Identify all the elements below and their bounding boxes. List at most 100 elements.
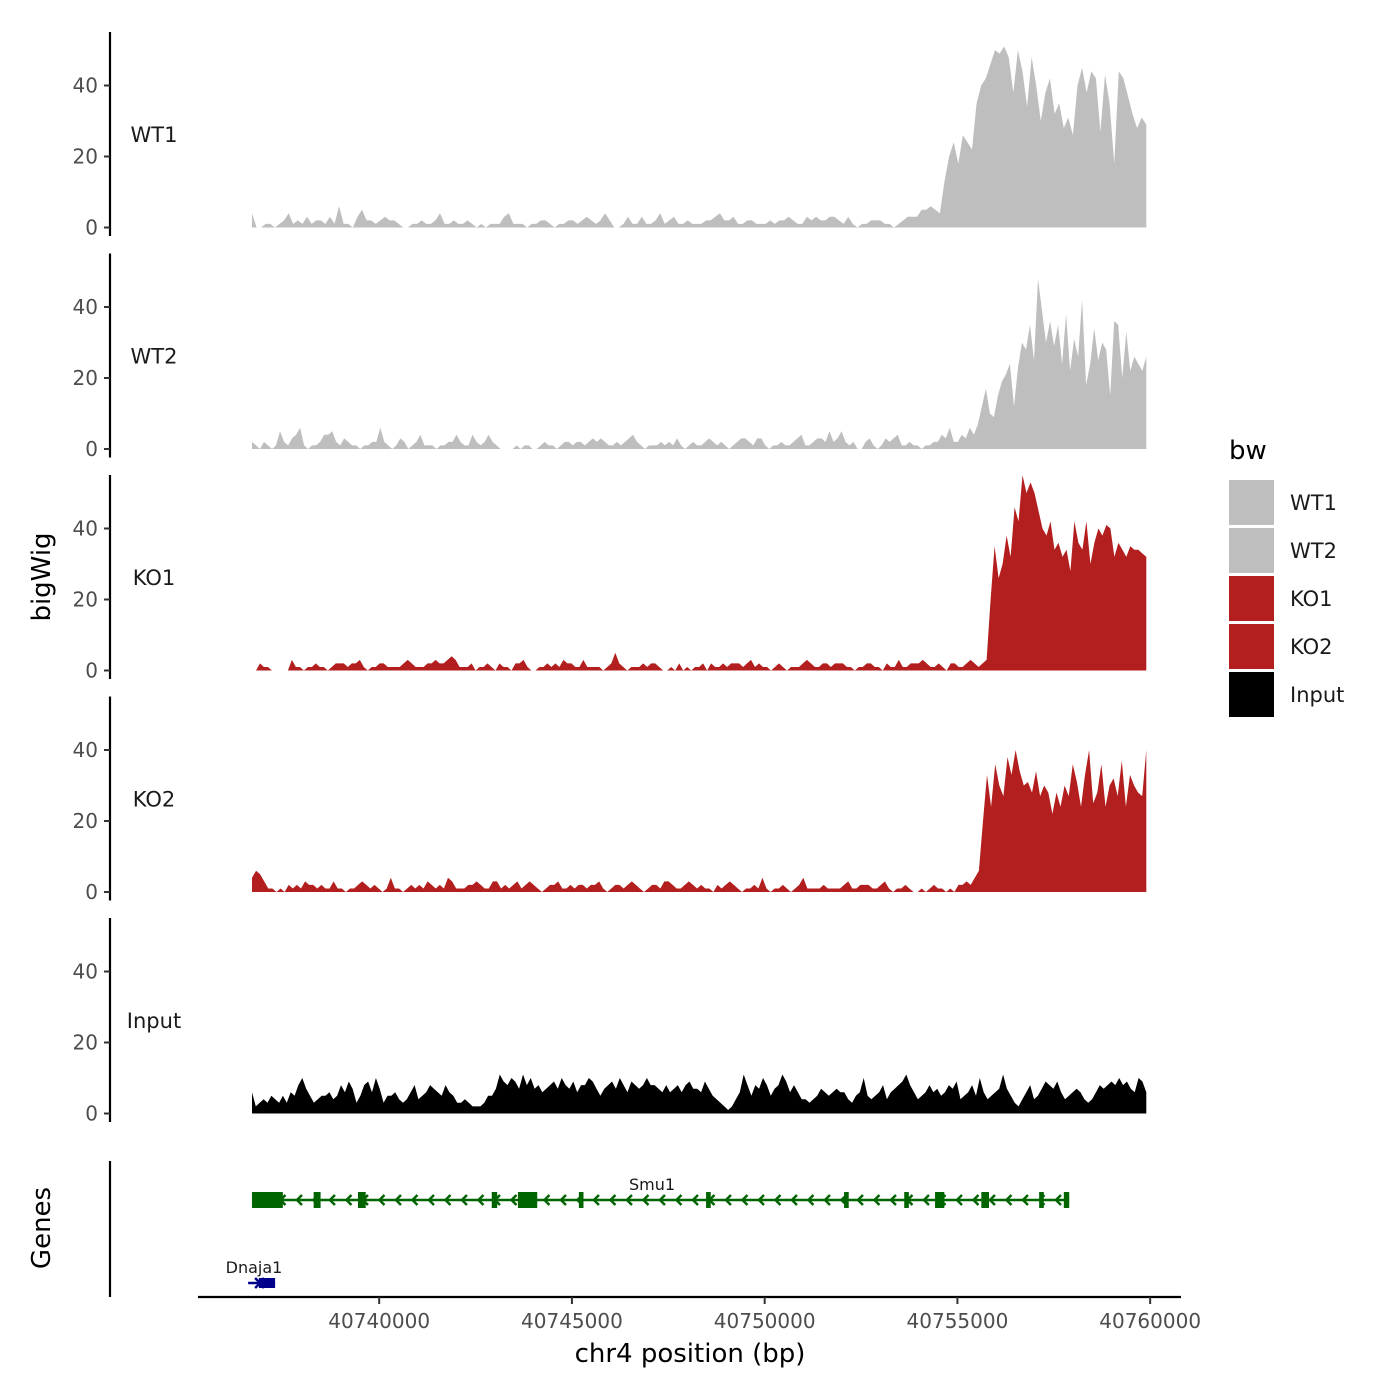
genes-axis-title: Genes — [27, 1187, 57, 1269]
y-tick-label: 0 — [85, 216, 98, 240]
y-tick-label: 40 — [73, 517, 98, 541]
gene-dnaja1: Dnaja1 — [226, 1258, 283, 1289]
legend: bw WT1 WT2 KO1 KO2 Input — [1229, 436, 1344, 717]
y-tick-label: 0 — [85, 880, 98, 904]
strand-arrow — [608, 1194, 617, 1206]
strand-arrow — [790, 1194, 798, 1206]
strand-arrow — [757, 1194, 765, 1206]
strand-arrow — [806, 1194, 815, 1206]
strand-arrow — [889, 1194, 897, 1206]
strand-arrow — [410, 1194, 419, 1206]
y-tick-label: 0 — [85, 437, 98, 461]
strand-arrow — [674, 1194, 683, 1206]
exon — [251, 1192, 283, 1208]
coverage-area-wt1 — [252, 46, 1147, 228]
x-tick-label: 40745000 — [521, 1309, 623, 1333]
x-tick-label: 40750000 — [714, 1309, 816, 1333]
track-label: WT2 — [131, 345, 178, 369]
strand-arrow — [856, 1194, 864, 1206]
legend-label: WT2 — [1290, 539, 1337, 563]
strand-arrow — [592, 1194, 600, 1206]
strand-arrow — [922, 1194, 930, 1206]
exon — [517, 1192, 538, 1208]
track-label: KO1 — [133, 566, 176, 590]
gene-label: Dnaja1 — [226, 1258, 283, 1277]
exon — [1063, 1192, 1070, 1208]
exon — [491, 1192, 498, 1208]
strand-arrow — [509, 1194, 518, 1206]
strand-arrow — [542, 1194, 551, 1206]
y-tick-label: 20 — [73, 145, 98, 169]
strand-arrow — [295, 1194, 303, 1206]
exon — [313, 1192, 321, 1208]
strand-arrow — [443, 1194, 452, 1206]
y-tick-label: 40 — [73, 295, 98, 319]
strand-arrow — [476, 1194, 485, 1206]
strand-arrow — [427, 1194, 435, 1206]
legend-swatch-wt1 — [1229, 480, 1274, 525]
strand-arrow — [724, 1194, 732, 1206]
strand-arrow — [971, 1194, 980, 1206]
y-tick-label: 40 — [73, 960, 98, 984]
genes-panel: Smu1 Dnaja1 — [108, 1161, 1070, 1297]
strand-arrow — [344, 1194, 353, 1206]
x-tick-label: 40740000 — [328, 1309, 430, 1333]
legend-swatch-input — [1229, 672, 1274, 717]
legend-label: WT1 — [1290, 491, 1337, 515]
legend-swatch-ko1 — [1229, 576, 1274, 621]
x-tick-label: 40760000 — [1099, 1309, 1201, 1333]
strand-arrow — [641, 1194, 650, 1206]
y-tick-label: 20 — [73, 366, 98, 390]
y-tick-label: 0 — [85, 659, 98, 683]
y-tick-label: 0 — [85, 1102, 98, 1126]
track-panel-input: 0 20 40 Input — [73, 918, 1147, 1126]
exon — [904, 1192, 909, 1208]
exon — [844, 1192, 849, 1208]
track-panel-wt2: 0 20 40 WT2 — [73, 253, 1147, 461]
y-tick-label: 20 — [73, 1031, 98, 1055]
legend-label: KO1 — [1290, 587, 1333, 611]
x-axis: 40740000 40745000 40750000 40755000 40760000 — [198, 1295, 1201, 1333]
strand-arrow — [460, 1194, 468, 1206]
exon — [357, 1192, 366, 1208]
x-axis-title: chr4 position (bp) — [575, 1339, 806, 1369]
strand-arrow — [773, 1194, 782, 1206]
strand-arrow — [1021, 1194, 1029, 1206]
track-panel-ko2: 0 20 40 KO2 — [73, 696, 1147, 904]
strand-arrow — [691, 1194, 699, 1206]
coverage-area-wt2 — [252, 278, 1147, 449]
y-tick-label: 20 — [73, 809, 98, 833]
exon — [578, 1192, 584, 1208]
coverage-area-ko1 — [252, 475, 1147, 671]
coverage-area-ko2 — [252, 750, 1147, 892]
track-label: KO2 — [133, 788, 176, 812]
strand-arrow — [740, 1194, 749, 1206]
legend-label: Input — [1290, 683, 1344, 707]
exon — [981, 1192, 990, 1208]
strand-arrow — [1004, 1194, 1013, 1206]
legend-swatch-ko2 — [1229, 624, 1274, 669]
strand-arrow — [823, 1194, 831, 1206]
y-tick-label: 20 — [73, 588, 98, 612]
exon — [706, 1192, 711, 1208]
y-axis-title: bigWig — [27, 532, 57, 621]
x-tick-label: 40755000 — [907, 1309, 1009, 1333]
y-tick-label: 40 — [73, 74, 98, 98]
strand-arrow — [872, 1194, 881, 1206]
strand-arrow — [559, 1194, 567, 1206]
strand-arrow — [955, 1194, 963, 1206]
gene-smu1: Smu1 — [251, 1175, 1070, 1208]
legend-swatch-wt2 — [1229, 528, 1274, 573]
strand-arrow — [625, 1194, 633, 1206]
strand-arrow — [328, 1194, 336, 1206]
exon — [935, 1192, 945, 1208]
track-label: Input — [127, 1009, 181, 1033]
coverage-panels: 0 20 40 WT1 0 20 40 WT2 0 20 40 KO1 0 20 40 KO2 0 20 40 Inp… — [73, 32, 1147, 1126]
legend-title: bw — [1229, 436, 1267, 466]
track-panel-ko1: 0 20 40 KO1 — [73, 475, 1147, 683]
strand-arrow — [377, 1194, 386, 1206]
legend-label: KO2 — [1290, 635, 1333, 659]
strand-arrow — [658, 1194, 666, 1206]
exon — [1039, 1192, 1044, 1208]
